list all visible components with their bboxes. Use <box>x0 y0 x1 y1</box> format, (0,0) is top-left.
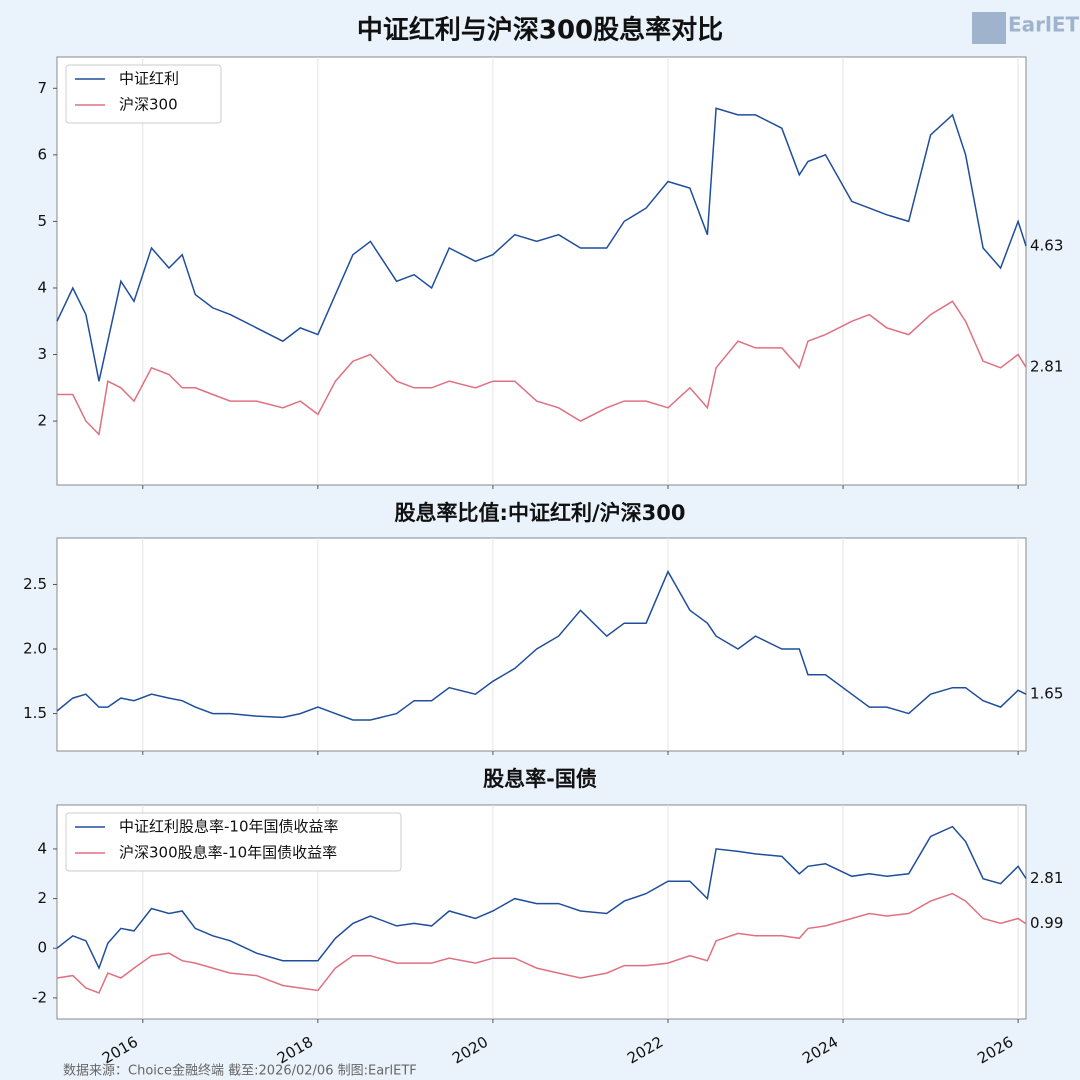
y-tick-label: 3 <box>37 345 47 363</box>
series-line <box>56 825 1027 971</box>
legend-label: 沪深300股息率-10年国债收益率 <box>119 844 337 862</box>
plot-area <box>56 537 1027 752</box>
y-tick-label: 0 <box>37 939 47 957</box>
legend-label: 沪深300 <box>119 96 178 114</box>
end-value-label: 1.65 <box>1030 685 1063 703</box>
end-value-label: 2.81 <box>1030 869 1063 887</box>
y-tick-label: 2.0 <box>23 640 47 658</box>
y-tick-label: -2 <box>32 988 47 1006</box>
logo: EarlETF <box>1008 13 1080 37</box>
end-value-label: 4.63 <box>1030 237 1063 255</box>
logo-icon <box>972 12 1006 44</box>
legend-label: 中证红利股息率-10年国债收益率 <box>119 818 339 836</box>
series-line <box>56 107 1027 382</box>
chart-title: 股息率-国债 <box>483 767 597 791</box>
legend-box <box>65 812 402 872</box>
y-tick-label: 2.5 <box>23 575 47 593</box>
y-tick-label: 4 <box>37 278 47 296</box>
y-tick-label: 5 <box>37 212 47 230</box>
series-line <box>56 569 1027 721</box>
chart-title: 中证红利与沪深300股息率对比 <box>357 15 723 46</box>
chart-title: 股息率比值:中证红利/沪深300 <box>395 501 686 525</box>
y-tick-label: 2 <box>37 412 47 430</box>
legend-label: 中证红利 <box>119 70 179 88</box>
y-tick-label: 4 <box>37 839 47 857</box>
plot-area <box>56 56 1027 486</box>
series-line <box>56 892 1027 994</box>
y-tick-label: 7 <box>37 79 47 97</box>
end-value-label: 0.99 <box>1030 914 1063 932</box>
y-tick-label: 1.5 <box>23 704 47 722</box>
y-tick-label: 2 <box>37 889 47 907</box>
series-line <box>57 300 1027 436</box>
y-tick-label: 6 <box>37 145 47 163</box>
source-note: 数据来源：Choice金融终端 截至:2026/02/06 制图:EarlETF <box>63 1063 417 1079</box>
end-value-label: 2.81 <box>1030 358 1063 376</box>
